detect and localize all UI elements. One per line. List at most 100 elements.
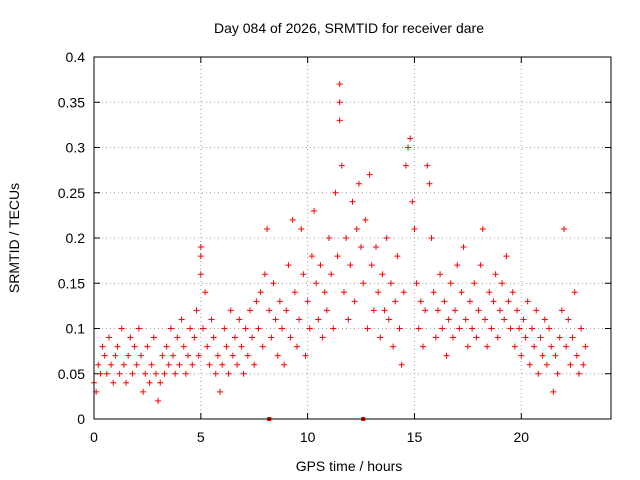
x-tick-label: 20 bbox=[513, 429, 529, 445]
data-point bbox=[366, 171, 373, 178]
data-point bbox=[533, 307, 540, 314]
data-point bbox=[311, 207, 318, 214]
data-point bbox=[338, 162, 345, 169]
data-point bbox=[110, 379, 117, 386]
data-point bbox=[437, 271, 444, 278]
data-point bbox=[178, 316, 185, 323]
data-point bbox=[120, 361, 127, 368]
data-point bbox=[133, 361, 140, 368]
data-point bbox=[550, 388, 557, 395]
data-point bbox=[490, 298, 497, 305]
data-point bbox=[520, 316, 527, 323]
data-point bbox=[253, 298, 260, 305]
data-point bbox=[355, 180, 362, 187]
data-point bbox=[582, 343, 589, 350]
data-point bbox=[296, 316, 303, 323]
data-point bbox=[326, 235, 332, 241]
data-point bbox=[558, 307, 565, 314]
data-point bbox=[202, 289, 209, 296]
data-point bbox=[473, 334, 480, 341]
data-point bbox=[377, 334, 384, 341]
data-point bbox=[447, 280, 454, 287]
data-point bbox=[261, 271, 268, 278]
data-point bbox=[114, 343, 121, 350]
data-point bbox=[409, 198, 416, 205]
data-point bbox=[565, 316, 572, 323]
data-point bbox=[481, 316, 488, 323]
data-point bbox=[430, 289, 437, 296]
data-point bbox=[197, 244, 204, 251]
data-point bbox=[129, 370, 136, 377]
data-point bbox=[180, 343, 187, 350]
data-point bbox=[99, 343, 106, 350]
data-point bbox=[270, 280, 277, 287]
data-point bbox=[123, 379, 130, 386]
x-tick-label: 0 bbox=[90, 429, 98, 445]
data-point bbox=[155, 397, 162, 404]
data-point bbox=[138, 352, 144, 359]
data-point bbox=[345, 316, 352, 323]
data-point bbox=[351, 298, 358, 305]
data-point bbox=[225, 370, 232, 377]
data-point bbox=[176, 361, 183, 368]
data-point bbox=[567, 361, 574, 368]
data-point bbox=[319, 334, 326, 341]
data-point bbox=[426, 180, 433, 187]
data-point bbox=[415, 325, 422, 332]
y-tick-label: 0.05 bbox=[58, 366, 85, 382]
data-point bbox=[552, 352, 559, 359]
data-point bbox=[413, 280, 420, 287]
data-point bbox=[385, 316, 392, 323]
data-point bbox=[127, 334, 134, 341]
data-point bbox=[509, 289, 516, 296]
y-axis-label: SRMTID / TECUs bbox=[6, 183, 22, 293]
data-point bbox=[503, 253, 510, 260]
data-point bbox=[234, 361, 241, 368]
data-point bbox=[298, 225, 305, 232]
data-point bbox=[185, 352, 191, 359]
data-point bbox=[396, 325, 403, 332]
data-point bbox=[422, 307, 429, 314]
data-point bbox=[548, 343, 555, 350]
data-point bbox=[323, 307, 330, 314]
data-point bbox=[257, 289, 264, 296]
data-point bbox=[439, 325, 446, 332]
data-point bbox=[443, 352, 450, 359]
data-point bbox=[578, 325, 585, 332]
data-point bbox=[199, 325, 206, 332]
data-point bbox=[390, 343, 397, 350]
data-point bbox=[251, 361, 258, 368]
data-point bbox=[217, 388, 224, 395]
data-point bbox=[537, 334, 544, 341]
data-point bbox=[531, 343, 538, 350]
data-point bbox=[368, 262, 375, 269]
data-point bbox=[370, 307, 377, 314]
data-point bbox=[394, 253, 401, 260]
data-point bbox=[148, 361, 155, 368]
data-point bbox=[417, 298, 424, 305]
data-point bbox=[302, 352, 309, 359]
y-tick-label: 0.15 bbox=[58, 275, 85, 291]
x-tick-label: 15 bbox=[407, 429, 423, 445]
data-point bbox=[492, 271, 499, 278]
data-point bbox=[281, 361, 288, 368]
data-point bbox=[501, 316, 508, 323]
data-point bbox=[264, 225, 271, 232]
data-point bbox=[460, 244, 467, 251]
data-point bbox=[334, 253, 341, 260]
data-point bbox=[112, 352, 119, 359]
x-tick-label: 10 bbox=[300, 429, 316, 445]
data-point bbox=[441, 298, 448, 305]
data-point bbox=[522, 334, 529, 341]
data-point bbox=[172, 370, 179, 377]
data-point bbox=[328, 271, 335, 278]
data-point bbox=[142, 370, 149, 377]
data-point bbox=[223, 343, 230, 350]
data-point bbox=[373, 244, 379, 251]
data-point bbox=[249, 334, 256, 341]
data-point bbox=[193, 307, 200, 314]
data-point bbox=[580, 361, 587, 368]
data-point bbox=[268, 334, 275, 341]
data-point bbox=[204, 343, 211, 350]
data-point bbox=[108, 361, 115, 368]
